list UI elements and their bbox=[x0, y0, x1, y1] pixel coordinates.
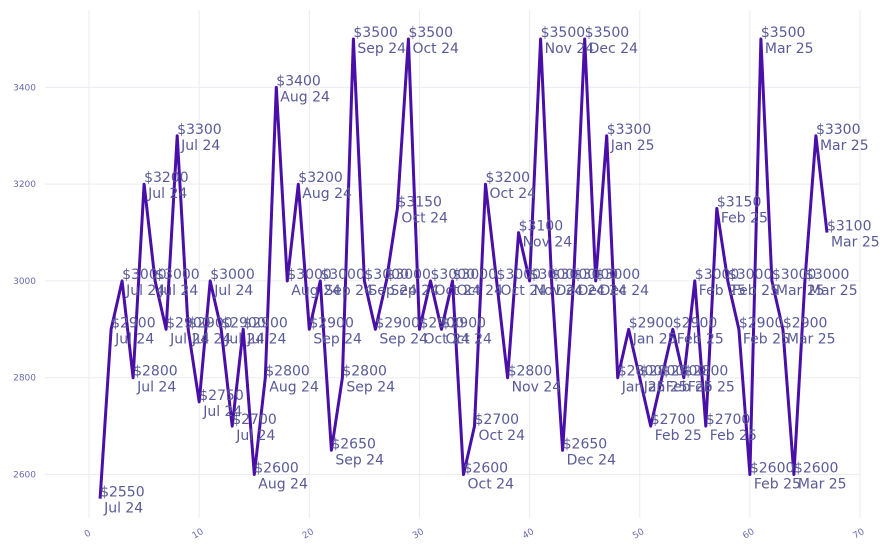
data-label: $3300 Mar 25 bbox=[816, 122, 869, 154]
data-label: $3000 Jul 24 bbox=[210, 267, 255, 299]
data-label: $2800 Feb 25 bbox=[662, 364, 713, 396]
data-label: $2600 Mar 25 bbox=[794, 460, 847, 492]
data-label: $3000 Feb 25 bbox=[695, 267, 746, 299]
data-label: $3000 Aug 24 bbox=[287, 267, 341, 299]
data-label: $2900 Feb 25 bbox=[673, 315, 724, 347]
series-line-group bbox=[98, 37, 829, 499]
data-label: $3200 Oct 24 bbox=[486, 170, 537, 202]
data-label: $2750 Jul 24 bbox=[199, 388, 244, 420]
data-label: $2900 Mar 25 bbox=[783, 315, 836, 347]
data-label: $2900 Feb 25 bbox=[739, 315, 790, 347]
data-labels: $2550 Jul 24 $2900 Jul 24 $3000 Jul 24 $2800 Ju… bbox=[100, 25, 880, 517]
data-label: $3500 Sep 24 bbox=[353, 25, 406, 57]
data-label: $2800 Nov 24 bbox=[508, 364, 562, 396]
data-label: $3000 Dec 24 bbox=[552, 267, 605, 299]
data-label: $2600 Feb 25 bbox=[750, 460, 801, 492]
data-label: $3000 Feb 25 bbox=[728, 267, 779, 299]
data-label: $2900 Sep 24 bbox=[309, 315, 362, 347]
series-line bbox=[98, 37, 829, 499]
y-tick-label: 3000 bbox=[13, 277, 36, 287]
data-label: $2800 Jul 24 bbox=[133, 364, 178, 396]
y-tick-label: 3200 bbox=[13, 180, 36, 190]
data-label: $2700 Oct 24 bbox=[475, 412, 526, 444]
x-tick-label: 70 bbox=[852, 527, 867, 542]
data-label: $3100 Nov 24 bbox=[519, 219, 573, 251]
x-tick-label: 10 bbox=[191, 527, 206, 542]
x-tick-label: 0 bbox=[83, 528, 93, 540]
x-tick-label: 50 bbox=[631, 527, 646, 542]
data-label: $3150 Oct 24 bbox=[397, 194, 448, 226]
data-label: $3200 Aug 24 bbox=[298, 170, 352, 202]
data-label: $2900 Jul 24 bbox=[221, 315, 266, 347]
data-label: $3000 Nov 24 bbox=[530, 267, 584, 299]
y-tick-label: 3400 bbox=[13, 83, 36, 93]
data-label: $2800 Jan 25 bbox=[640, 364, 688, 396]
data-label: $3500 Mar 25 bbox=[761, 25, 814, 57]
data-label: $3000 Sep 24 bbox=[364, 267, 417, 299]
data-label: $3000 Dec 24 bbox=[574, 267, 627, 299]
data-label: $2700 Jul 24 bbox=[232, 412, 277, 444]
data-label: $3000 Mar 25 bbox=[772, 267, 825, 299]
data-label: $3300 Jan 25 bbox=[607, 122, 655, 154]
y-tick-label: 2600 bbox=[13, 470, 36, 480]
data-label: $2600 Oct 24 bbox=[464, 460, 515, 492]
data-label: $3000 Jul 24 bbox=[122, 267, 167, 299]
data-label: $3000 Oct 24 bbox=[497, 267, 548, 299]
data-label: $2900 Oct 24 bbox=[419, 315, 470, 347]
data-label: $3200 Jul 24 bbox=[144, 170, 189, 202]
x-tick-label: 30 bbox=[411, 527, 426, 542]
data-label: $3000 Oct 24 bbox=[453, 267, 504, 299]
data-label: $2650 Sep 24 bbox=[331, 436, 384, 468]
data-label: $2700 Feb 25 bbox=[706, 412, 757, 444]
data-label: $2800 Jan 25 bbox=[618, 364, 666, 396]
data-label: $3100 Mar 25 bbox=[827, 219, 880, 251]
data-label: $2800 Aug 24 bbox=[265, 364, 319, 396]
data-label: $3000 Sep 24 bbox=[386, 267, 439, 299]
data-label: $3000 Mar 25 bbox=[805, 267, 858, 299]
x-tick-label: 40 bbox=[521, 527, 536, 542]
data-label: $3500 Nov 24 bbox=[541, 25, 595, 57]
data-label: $2900 Oct 24 bbox=[441, 315, 492, 347]
data-label: $3300 Jul 24 bbox=[177, 122, 222, 154]
data-label: $2550 Jul 24 bbox=[100, 485, 145, 517]
x-tick-label: 20 bbox=[301, 527, 316, 542]
y-tick-label: 2800 bbox=[13, 374, 36, 384]
data-label: $2700 Feb 25 bbox=[651, 412, 702, 444]
data-label: $3150 Feb 25 bbox=[717, 194, 768, 226]
data-label: $3500 Dec 24 bbox=[585, 25, 638, 57]
data-label: $3000 Sep 24 bbox=[320, 267, 373, 299]
data-label: $2650 Dec 24 bbox=[563, 436, 616, 468]
data-label: $3000 Jul 24 bbox=[155, 267, 200, 299]
y-axis-ticks: 2600 2800 3000 3200 3400 bbox=[13, 83, 36, 480]
data-label: $2800 Sep 24 bbox=[342, 364, 395, 396]
data-label: $2900 Jul 24 bbox=[243, 315, 288, 347]
data-label: $2900 Jul 24 bbox=[188, 315, 233, 347]
data-label: $2800 Feb 25 bbox=[684, 364, 735, 396]
data-label: $3000 Dec 24 bbox=[596, 267, 649, 299]
x-axis-ticks: 0 10 20 30 40 50 60 70 bbox=[83, 527, 867, 542]
data-label: $3400 Aug 24 bbox=[276, 73, 330, 105]
data-label: $2900 Jul 24 bbox=[166, 315, 211, 347]
data-label: $2600 Aug 24 bbox=[254, 460, 308, 492]
data-label: $3000 Oct 24 bbox=[430, 267, 481, 299]
data-label: $2900 Jul 24 bbox=[111, 315, 156, 347]
x-tick-label: 60 bbox=[741, 527, 756, 542]
data-label: $3500 Oct 24 bbox=[408, 25, 459, 57]
data-label: $2900 Jan 25 bbox=[629, 315, 677, 347]
data-label: $2900 Sep 24 bbox=[375, 315, 428, 347]
